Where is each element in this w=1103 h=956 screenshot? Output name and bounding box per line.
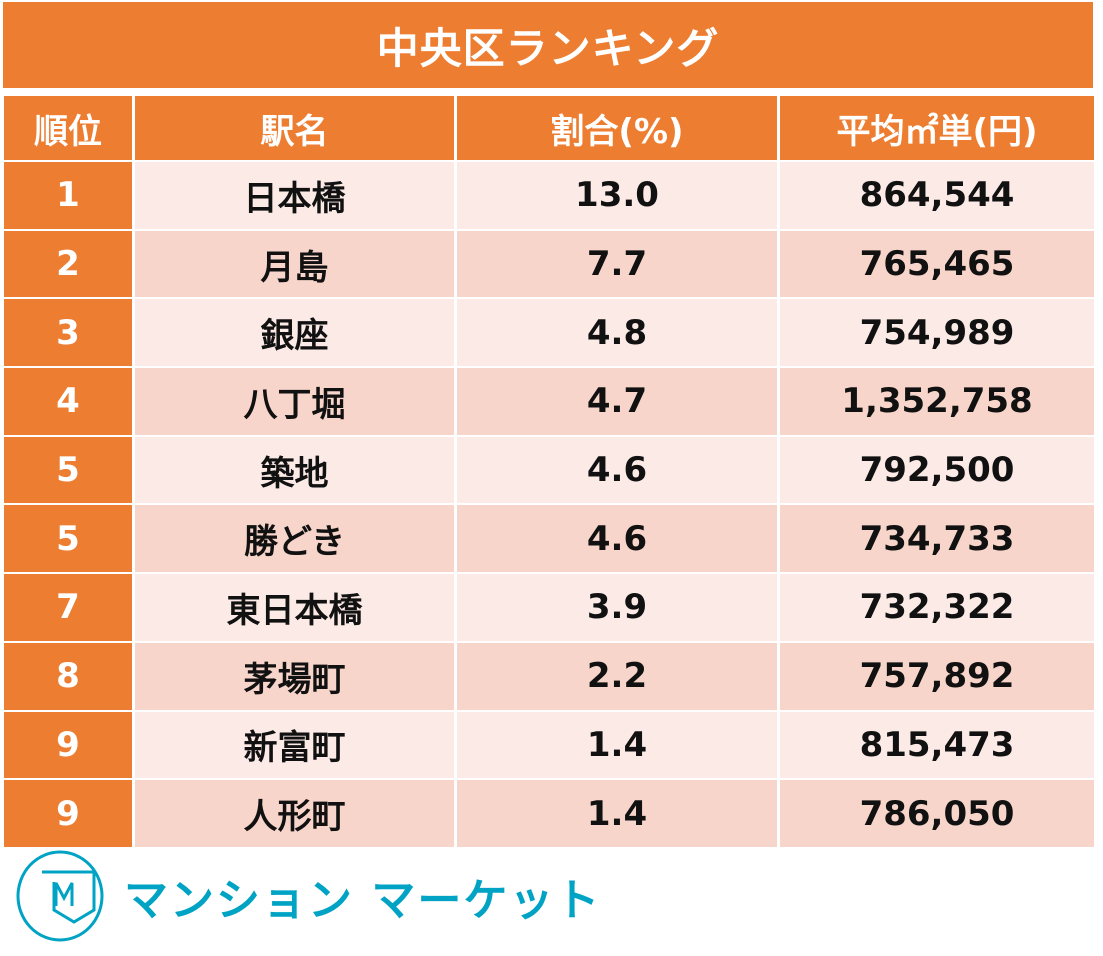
share-cell: 13.0 <box>457 162 777 229</box>
station-cell: 人形町 <box>135 780 454 847</box>
price-cell: 765,465 <box>780 230 1094 298</box>
table-row: 5 勝どき 4.6 734,733 <box>4 505 1094 573</box>
table-row: 7 東日本橋 3.9 732,322 <box>4 574 1094 641</box>
rank-cell: 5 <box>4 505 132 573</box>
table-row: 4 八丁堀 4.7 1,352,758 <box>4 368 1094 435</box>
ranking-table: 順位 駅名 割合(%) 平均㎡単(円) 1 日本橋 13.0 864,544 2 月島 7.… <box>1 94 1097 849</box>
price-cell: 815,473 <box>780 711 1094 779</box>
rank-cell: 7 <box>4 574 132 641</box>
table-title: 中央区ランキング <box>3 2 1093 88</box>
station-cell: 東日本橋 <box>135 574 454 641</box>
table-row: 8 茅場町 2.2 757,892 <box>4 642 1094 710</box>
share-cell: 4.7 <box>457 368 777 435</box>
price-cell: 1,352,758 <box>780 368 1094 435</box>
share-cell: 1.4 <box>457 780 777 847</box>
table-row: 1 日本橋 13.0 864,544 <box>4 162 1094 229</box>
rank-cell: 5 <box>4 436 132 504</box>
price-cell: 786,050 <box>780 780 1094 847</box>
price-cell: 757,892 <box>780 642 1094 710</box>
price-cell: 732,322 <box>780 574 1094 641</box>
logo-text: マンション マーケット <box>124 875 602 926</box>
rank-cell: 1 <box>4 162 132 229</box>
station-cell: 月島 <box>135 230 454 298</box>
rank-cell: 9 <box>4 711 132 779</box>
station-cell: 新富町 <box>135 711 454 779</box>
station-cell: 銀座 <box>135 299 454 367</box>
share-cell: 2.2 <box>457 642 777 710</box>
header-price: 平均㎡単(円) <box>780 96 1094 160</box>
share-cell: 4.8 <box>457 299 777 367</box>
mansion-market-logo-icon <box>16 850 104 942</box>
rank-cell: 8 <box>4 642 132 710</box>
station-cell: 築地 <box>135 436 454 504</box>
share-cell: 4.6 <box>457 505 777 573</box>
table-row: 3 銀座 4.8 754,989 <box>4 299 1094 367</box>
table-row: 9 新富町 1.4 815,473 <box>4 711 1094 779</box>
table-row: 9 人形町 1.4 786,050 <box>4 780 1094 847</box>
station-cell: 勝どき <box>135 505 454 573</box>
header-rank: 順位 <box>4 96 132 160</box>
header-share: 割合(%) <box>457 96 777 160</box>
station-cell: 日本橋 <box>135 162 454 229</box>
rank-cell: 3 <box>4 299 132 367</box>
share-cell: 7.7 <box>457 230 777 298</box>
rank-cell: 9 <box>4 780 132 847</box>
price-cell: 864,544 <box>780 162 1094 229</box>
rank-cell: 2 <box>4 230 132 298</box>
station-cell: 茅場町 <box>135 642 454 710</box>
header-station: 駅名 <box>135 96 454 160</box>
price-cell: 734,733 <box>780 505 1094 573</box>
share-cell: 1.4 <box>457 711 777 779</box>
brand-logo: マンション マーケット <box>14 850 601 942</box>
price-cell: 792,500 <box>780 436 1094 504</box>
station-cell: 八丁堀 <box>135 368 454 435</box>
share-cell: 4.6 <box>457 436 777 504</box>
header-row: 順位 駅名 割合(%) 平均㎡単(円) <box>4 96 1094 160</box>
price-cell: 754,989 <box>780 299 1094 367</box>
share-cell: 3.9 <box>457 574 777 641</box>
table-row: 5 築地 4.6 792,500 <box>4 436 1094 504</box>
table-row: 2 月島 7.7 765,465 <box>4 230 1094 298</box>
rank-cell: 4 <box>4 368 132 435</box>
